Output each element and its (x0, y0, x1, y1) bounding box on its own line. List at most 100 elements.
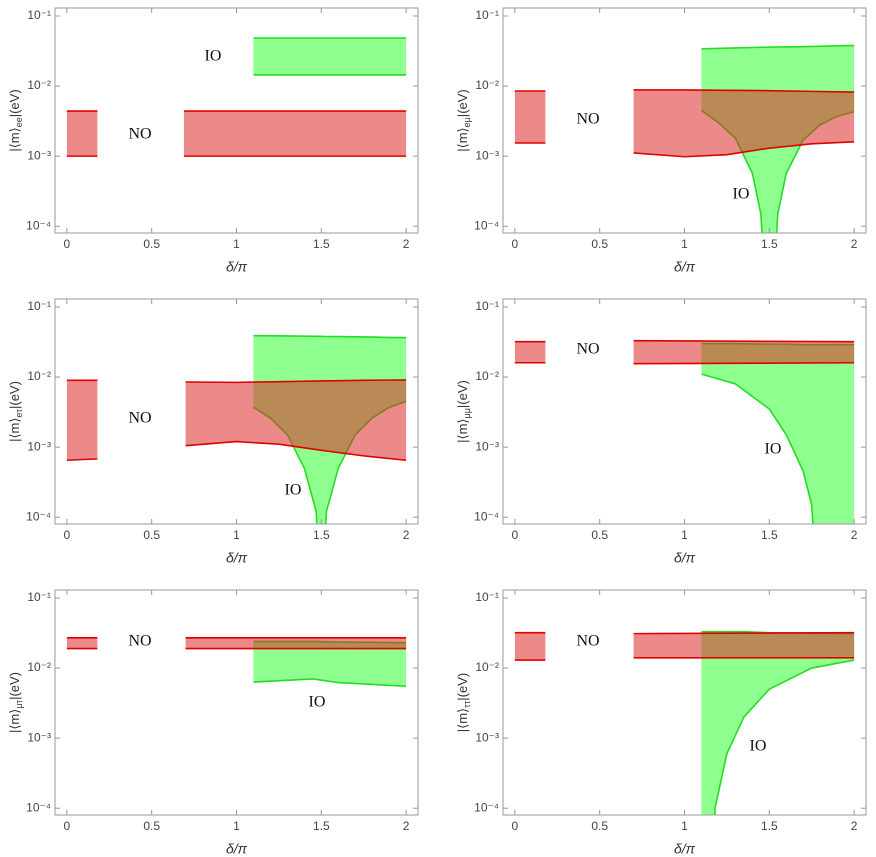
y-tick-label: 10⁻¹ (475, 299, 499, 313)
frame (502, 589, 867, 816)
panel: IO NO 0 0.5 1 1.5 2 10⁻⁴ 10⁻³ 10⁻² 10⁻¹ δ/π |⟨m⟩μτ|(… (7, 589, 419, 857)
panel: IO NO 0 0.5 1 1.5 2 10⁻⁴ 10⁻³ 10⁻² 10⁻¹ δ/π |⟨m⟩eμ|(… (455, 7, 867, 275)
y-axis-label-sub: ττ (462, 700, 472, 708)
band-label: NO (576, 341, 599, 358)
x-tick-label: 2 (403, 819, 410, 833)
y-tick-label: 10⁻³ (475, 148, 499, 162)
x-axis-label: δ/π (674, 259, 696, 275)
band-label: IO (285, 482, 302, 499)
x-tick-label: 0.5 (591, 528, 608, 542)
band-lower-edge (701, 373, 814, 524)
x-tick-label: 1 (681, 819, 688, 833)
band-fill (253, 335, 407, 524)
x-tick-label: 1 (681, 237, 688, 251)
y-axis-label: |⟨m⟩μτ|(eV) (7, 672, 24, 733)
x-tick-label: 2 (851, 819, 858, 833)
band-fill (701, 45, 855, 233)
x-tick-label: 0.5 (591, 237, 608, 251)
y-axis-label-main: |⟨m⟩ (455, 127, 470, 151)
plot-area (66, 37, 407, 157)
y-axis-label-unit: |(eV) (7, 672, 22, 700)
y-tick-label: 10⁻³ (27, 148, 51, 162)
y-tick-label: 10⁻¹ (475, 8, 499, 22)
x-tick-label: 1.5 (761, 237, 778, 251)
x-tick-label: 1.5 (313, 819, 330, 833)
y-axis-label-unit: |(eV) (455, 380, 470, 408)
x-tick-label: 0 (512, 237, 519, 251)
x-tick-label: 1.5 (761, 528, 778, 542)
y-axis-label: |⟨m⟩μμ|(eV) (455, 380, 472, 443)
y-tick-label: 10⁻¹ (27, 590, 51, 604)
y-tick-label: 10⁻³ (27, 439, 51, 453)
x-tick-label: 2 (403, 237, 410, 251)
x-axis-label: δ/π (226, 259, 248, 275)
band-fill (253, 641, 407, 687)
x-tick-label: 0 (512, 528, 519, 542)
x-tick-label: 0.5 (143, 528, 160, 542)
panel: IO NO 0 0.5 1 1.5 2 10⁻⁴ 10⁻³ 10⁻² 10⁻¹ δ/π |⟨m⟩ττ|(… (455, 589, 867, 857)
band-label: IO (309, 694, 326, 711)
x-tick-label: 0.5 (591, 819, 608, 833)
y-axis-label-sub: ee (14, 117, 24, 127)
y-tick-label: 10⁻¹ (27, 8, 51, 22)
x-tick-label: 0 (64, 528, 71, 542)
band-fill (66, 111, 407, 157)
band-upper-edge (66, 379, 407, 384)
x-tick-label: 2 (403, 528, 410, 542)
x-tick-label: 0.5 (143, 819, 160, 833)
x-tick-label: 0 (512, 819, 519, 833)
band-label: IO (750, 738, 767, 755)
x-tick-label: 1 (233, 819, 240, 833)
band-lower-edge (514, 141, 855, 158)
y-axis-label-unit: |(eV) (455, 89, 470, 117)
y-tick-label: 10⁻³ (475, 439, 499, 453)
y-axis-label-unit: |(eV) (455, 673, 470, 701)
y-tick-label: 10⁻² (27, 78, 51, 92)
band-upper-edge (514, 89, 855, 93)
band-upper-edge (514, 339, 855, 343)
x-tick-label: 1 (233, 528, 240, 542)
band-upper-edge (701, 44, 855, 50)
x-tick-label: 0.5 (143, 237, 160, 251)
y-tick-label: 10⁻² (475, 78, 499, 92)
y-axis-label: |⟨m⟩eτ|(eV) (7, 381, 24, 442)
y-tick-label: 10⁻² (475, 660, 499, 674)
y-axis-label-main: |⟨m⟩ (7, 709, 22, 733)
band-lower-edge (714, 659, 855, 815)
band-fill (514, 632, 855, 661)
y-tick-label: 10⁻⁴ (474, 800, 499, 814)
y-tick-label: 10⁻³ (475, 730, 499, 744)
x-tick-label: 1.5 (313, 237, 330, 251)
x-tick-label: 1.5 (761, 819, 778, 833)
x-tick-label: 2 (851, 237, 858, 251)
y-axis-label-main: |⟨m⟩ (7, 127, 22, 151)
y-axis-label-main: |⟨m⟩ (7, 418, 22, 442)
band-label: IO (205, 48, 222, 65)
y-tick-label: 10⁻² (27, 660, 51, 674)
band-fill (514, 89, 855, 157)
y-tick-label: 10⁻⁴ (474, 218, 499, 232)
band-upper-edge (253, 334, 407, 339)
x-axis-label: δ/π (674, 841, 696, 857)
x-tick-label: 1 (233, 237, 240, 251)
band-fill (66, 379, 407, 461)
x-tick-label: 1.5 (313, 528, 330, 542)
y-axis-label-main: |⟨m⟩ (455, 708, 470, 732)
y-tick-label: 10⁻⁴ (26, 800, 51, 814)
y-axis-label-sub: μμ (462, 408, 472, 418)
panel: IO NO 0 0.5 1 1.5 2 10⁻⁴ 10⁻³ 10⁻² 10⁻¹ δ/π |⟨m⟩μμ|(… (455, 298, 867, 566)
band-lower-edge (66, 440, 407, 462)
band-fill (66, 637, 407, 649)
x-axis-label: δ/π (226, 841, 248, 857)
y-tick-label: 10⁻⁴ (474, 509, 499, 523)
band-label: NO (128, 410, 151, 427)
band-fill (701, 343, 855, 524)
plot-area (514, 339, 855, 524)
band-fill (253, 38, 407, 75)
plot-area (66, 334, 407, 524)
x-axis-label: δ/π (226, 550, 248, 566)
band-lower-edge (253, 678, 407, 688)
plot-area (514, 630, 855, 815)
band-label: NO (576, 633, 599, 650)
